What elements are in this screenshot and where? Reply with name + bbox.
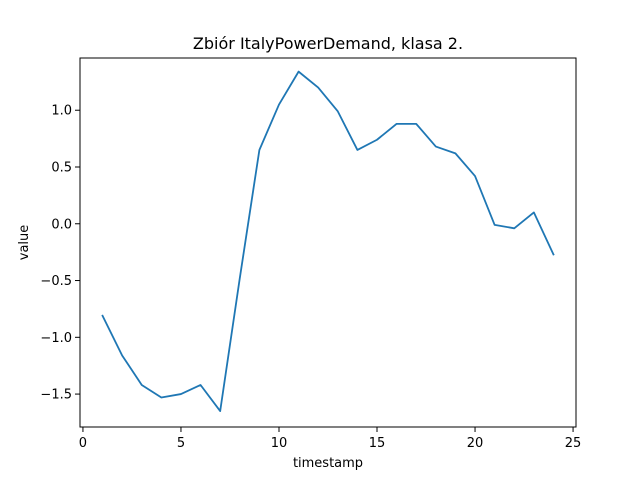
x-tick-label: 25	[565, 436, 582, 451]
chart-title: Zbiór ItalyPowerDemand, klasa 2.	[193, 34, 463, 53]
x-tick-label: 10	[271, 436, 288, 451]
y-tick-label: −1.5	[40, 388, 72, 403]
x-tick-label: 5	[177, 436, 185, 451]
x-axis-label: timestamp	[293, 456, 363, 471]
y-tick-label: −0.5	[40, 274, 72, 289]
y-tick-label: 0.0	[51, 217, 72, 232]
y-tick-label: −1.0	[40, 331, 72, 346]
plot-frame	[79, 57, 577, 428]
y-axis-label: value	[17, 225, 32, 261]
x-tick-label: 20	[467, 436, 484, 451]
x-tick-label: 15	[369, 436, 386, 451]
y-tick-label: 1.0	[51, 104, 72, 119]
series-line	[101, 70, 555, 413]
x-tick-label: 0	[79, 436, 87, 451]
y-tick-label: 0.5	[51, 160, 72, 175]
